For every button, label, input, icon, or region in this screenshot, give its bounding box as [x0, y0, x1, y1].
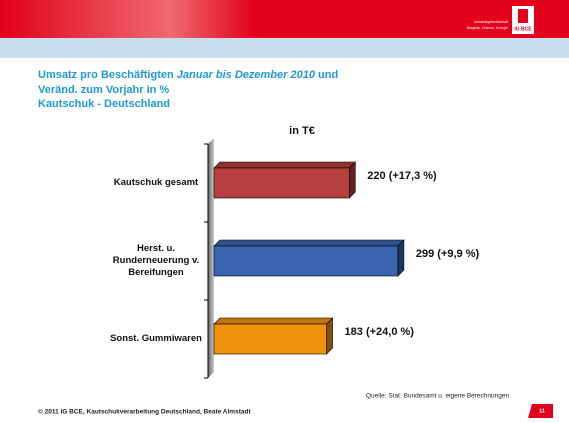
bar-side — [348, 161, 356, 199]
axis-wall — [208, 138, 214, 378]
logo-mark — [518, 9, 528, 23]
bar — [213, 323, 327, 355]
bar-top — [213, 239, 405, 247]
bar — [213, 245, 399, 277]
title-period: Januar bis Dezember 2010 — [177, 69, 316, 81]
page-number: 11 — [539, 408, 545, 414]
bar-top — [213, 317, 334, 325]
category-label: Sonst. Gummiwaren — [110, 333, 202, 344]
title: Umsatz pro Beschäftigten Januar bis Deze… — [38, 69, 338, 81]
bar-top — [213, 161, 357, 169]
bar — [213, 167, 350, 199]
source: Quelle: Stat. Bundesamt u. eigene Berech… — [366, 393, 509, 400]
bar-side — [326, 317, 333, 355]
blue-band — [0, 38, 569, 58]
value-label: 299 (+9,9 %) — [416, 248, 480, 260]
subtitle: Kautschuk - Deutschland — [38, 98, 170, 110]
value-label: 183 (+24,0 %) — [345, 326, 415, 338]
org-line: Industriegewerkschaft — [474, 20, 508, 24]
value-label: 220 (+17,3 %) — [367, 170, 437, 182]
logo-text: IG BCE — [514, 26, 532, 32]
copyright: © 2011 IG BCE, Kautschukverarbeitung Deu… — [38, 408, 251, 416]
category-label: Kautschuk gesamt — [113, 177, 199, 188]
page-badge — [528, 404, 553, 418]
org-line: Bergbau, Chemie, Energie — [467, 26, 508, 30]
subtitle: Veränd. zum Vorjahr in % — [38, 84, 169, 96]
top-band — [0, 0, 569, 38]
category-label: Herst. u. Runderneuerung v. Bereifungen — [112, 243, 200, 278]
title-main: Umsatz pro Beschäftigten — [38, 69, 174, 81]
title-end: und — [318, 69, 338, 81]
unit-label: in T€ — [289, 125, 315, 137]
bar-side — [397, 239, 405, 277]
